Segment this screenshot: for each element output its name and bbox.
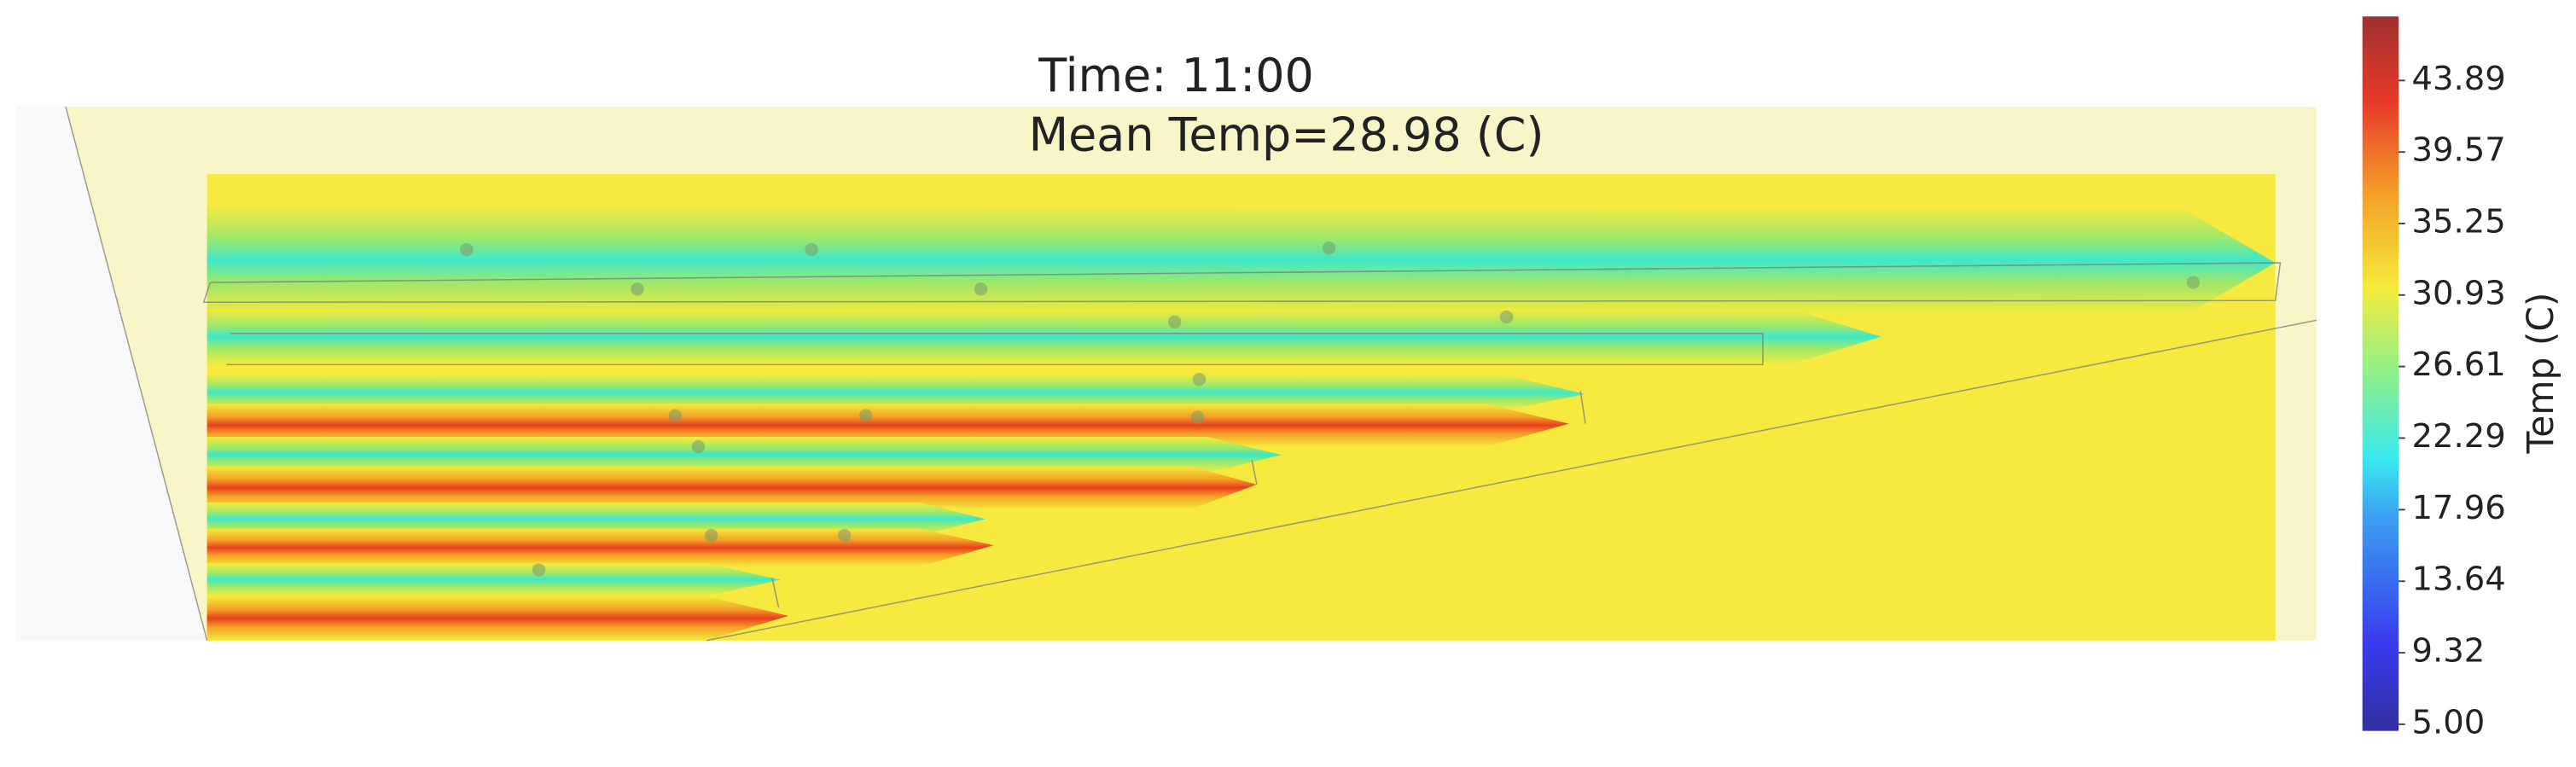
band	[206, 308, 1881, 365]
band	[206, 205, 2276, 316]
colorbar	[2362, 16, 2399, 731]
tick-label: 26.61	[2411, 346, 2505, 384]
band	[206, 503, 986, 536]
band	[206, 528, 994, 567]
band	[206, 596, 789, 641]
tick-label: 30.93	[2411, 274, 2505, 312]
sensors	[460, 241, 2201, 577]
geometry	[65, 106, 2317, 642]
tick-label: 39.57	[2411, 131, 2505, 170]
tick-label: 13.64	[2411, 561, 2505, 599]
title: Time: 11:00	[1038, 49, 1314, 102]
field	[16, 106, 2317, 642]
side-region	[16, 107, 207, 641]
tick-label: 35.25	[2411, 202, 2505, 241]
tick-label: 22.29	[2411, 417, 2505, 456]
tick-label: 5.00	[2411, 703, 2485, 741]
band	[206, 374, 1585, 411]
tick-label: 43.89	[2411, 60, 2505, 98]
band	[206, 437, 1282, 474]
tick-label: 9.32	[2411, 632, 2485, 671]
band	[206, 404, 1569, 447]
colorbar-label: Temp (C)	[2520, 293, 2561, 455]
band	[206, 563, 781, 596]
subtitle: Mean Temp=28.98 (C)	[1029, 107, 1544, 161]
tick-label: 17.96	[2411, 489, 2505, 527]
band	[206, 466, 1257, 509]
